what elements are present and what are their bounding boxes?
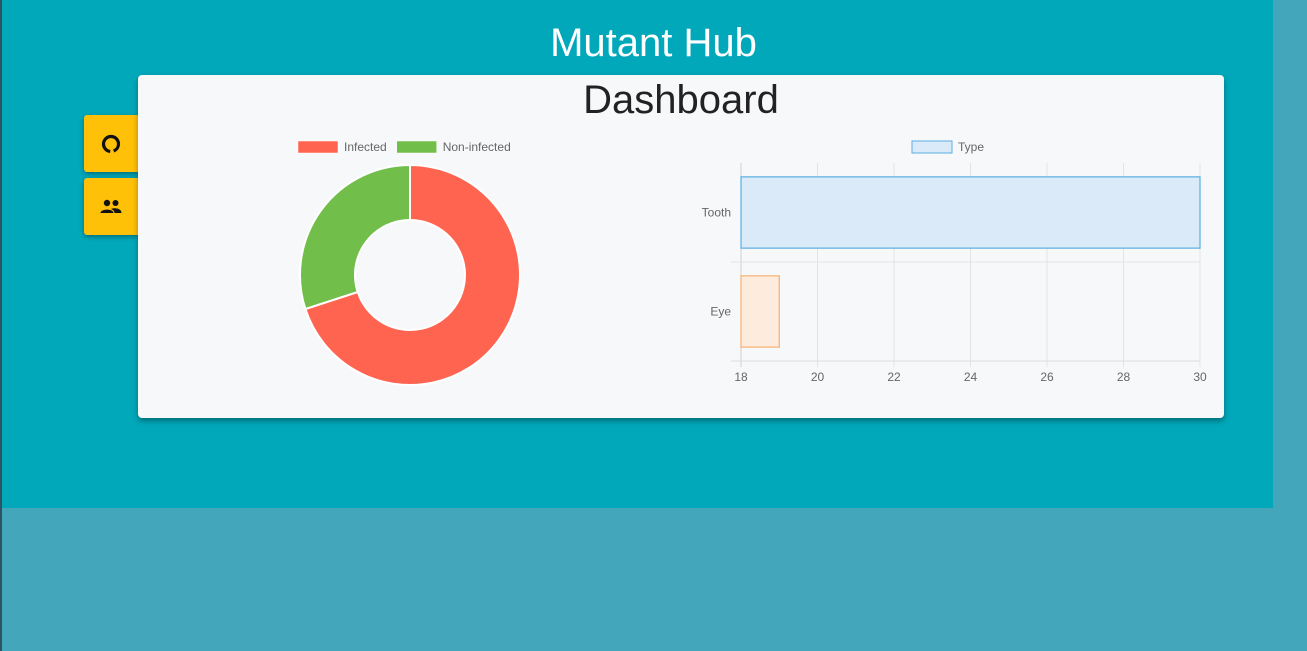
y-category-label: Tooth [702,206,731,220]
x-tick-label: 28 [1117,370,1131,384]
legend-label: Type [958,140,984,154]
doughnut-slice [299,163,411,311]
donut-chart-icon [100,133,122,155]
sidebar-item-dashboard[interactable] [84,115,138,172]
legend-label: Infected [344,140,387,154]
legend-label: Non-infected [443,140,511,154]
x-tick-label: 26 [1040,370,1054,384]
people-icon [99,198,123,216]
sidebar-item-people[interactable] [84,178,138,235]
x-tick-label: 18 [734,370,748,384]
legend-swatch [911,140,953,154]
x-tick-label: 22 [887,370,901,384]
doughnut-slice [304,163,521,386]
dashboard-card: Dashboard Infected Non-infected Type 18 20 22… [138,75,1224,418]
charts-canvas: Infected Non-infected Type 18 20 22 24 26 28 30 To… [297,140,1207,386]
x-tick-label: 20 [811,370,825,384]
x-tick-label: 30 [1193,370,1207,384]
bar-tooth [740,176,1201,249]
window-left-edge [0,0,2,651]
dashboard-title: Dashboard [583,78,779,122]
app-title: Mutant Hub [550,21,757,65]
bar-eye [740,275,780,348]
legend-swatch [396,140,437,154]
legend-swatch [297,140,339,154]
y-category-label: Eye [710,305,731,319]
x-tick-label: 24 [964,370,978,384]
